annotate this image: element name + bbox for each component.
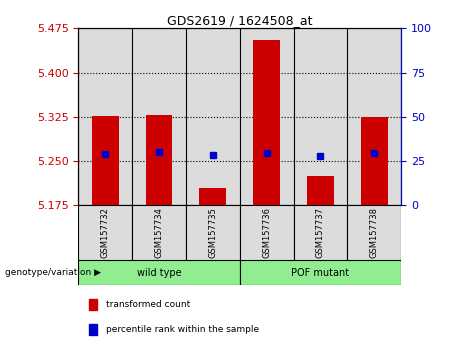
Bar bbox=[240, 28, 294, 205]
Bar bbox=[78, 205, 132, 260]
Title: GDS2619 / 1624508_at: GDS2619 / 1624508_at bbox=[167, 14, 313, 27]
Bar bbox=[132, 205, 186, 260]
Bar bbox=[199, 188, 226, 205]
Bar bbox=[78, 260, 240, 285]
Text: GSM157736: GSM157736 bbox=[262, 207, 271, 258]
Text: GSM157732: GSM157732 bbox=[101, 207, 110, 258]
Bar bbox=[307, 176, 334, 205]
Bar bbox=[146, 115, 172, 205]
Bar bbox=[240, 205, 294, 260]
Text: GSM157738: GSM157738 bbox=[370, 207, 378, 258]
Text: GSM157737: GSM157737 bbox=[316, 207, 325, 258]
Bar bbox=[347, 28, 401, 205]
Bar bbox=[347, 205, 401, 260]
Bar bbox=[186, 28, 240, 205]
Bar bbox=[78, 28, 132, 205]
Bar bbox=[294, 28, 347, 205]
Bar bbox=[240, 260, 401, 285]
Bar bbox=[89, 324, 97, 335]
Bar bbox=[186, 205, 240, 260]
Bar bbox=[294, 205, 347, 260]
Text: percentile rank within the sample: percentile rank within the sample bbox=[106, 325, 259, 334]
Text: genotype/variation ▶: genotype/variation ▶ bbox=[5, 268, 100, 277]
Text: GSM157735: GSM157735 bbox=[208, 207, 217, 258]
Bar bbox=[89, 299, 97, 310]
Bar bbox=[361, 117, 388, 205]
Text: wild type: wild type bbox=[137, 268, 181, 278]
Text: POF mutant: POF mutant bbox=[291, 268, 349, 278]
Bar bbox=[132, 28, 186, 205]
Bar bbox=[253, 40, 280, 205]
Text: GSM157734: GSM157734 bbox=[154, 207, 164, 258]
Bar bbox=[92, 116, 118, 205]
Text: transformed count: transformed count bbox=[106, 300, 190, 309]
